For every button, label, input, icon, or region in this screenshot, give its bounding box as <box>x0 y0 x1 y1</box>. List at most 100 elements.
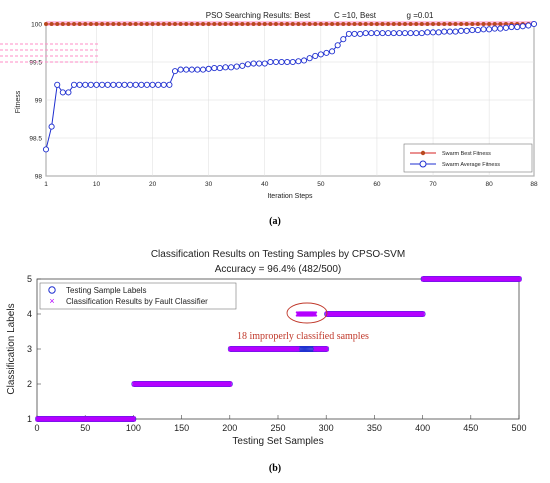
best-fitness-point <box>447 22 452 26</box>
avg-fitness-point <box>458 27 465 34</box>
avg-fitness-point <box>373 30 380 37</box>
best-fitness-point <box>161 22 166 26</box>
avg-fitness-point <box>233 63 240 70</box>
panel-a-legend: Swarm Best Fitness Swarm Average Fitness <box>403 143 533 173</box>
avg-fitness-point <box>256 60 263 67</box>
b-xtick-label-0: 0 <box>34 423 39 433</box>
avg-fitness-point <box>149 81 156 88</box>
panel-a-title-c: C =10, Best <box>334 11 377 20</box>
best-fitness-point <box>470 22 475 26</box>
b-xtick-label-450: 450 <box>463 423 478 433</box>
best-fitness-point <box>425 22 430 26</box>
panel-b-legend: Testing Sample Labels × Classification R… <box>39 282 237 310</box>
best-fitness-point <box>324 22 329 26</box>
legend-best-label: Swarm Best Fitness <box>442 151 491 157</box>
best-fitness-point <box>156 22 161 26</box>
avg-fitness-point <box>87 81 94 88</box>
best-fitness-point <box>330 22 335 26</box>
panel-b-chart: 0 50 100 150 200 250 300 350 400 450 500 1 2 3 4 5 Cla… <box>6 249 527 474</box>
best-fitness-point <box>408 22 413 26</box>
best-fitness-point <box>66 22 71 26</box>
classification-result-band <box>313 346 329 352</box>
best-fitness-point <box>178 22 183 26</box>
best-fitness-point <box>55 22 60 26</box>
avg-fitness-point <box>368 30 375 37</box>
best-fitness-point <box>167 22 172 26</box>
b-ytick-label-2: 2 <box>27 379 32 389</box>
b-xtick-label-100: 100 <box>126 423 141 433</box>
best-fitness-point <box>229 22 234 26</box>
best-fitness-point <box>217 22 222 26</box>
classification-result-band <box>296 311 317 317</box>
avg-fitness-point <box>267 58 274 66</box>
avg-fitness-point <box>390 30 397 37</box>
avg-fitness-point <box>429 29 437 36</box>
best-fitness-point <box>475 22 480 26</box>
a-ytick-label-99.5: 99.5 <box>29 60 42 67</box>
b-xtick-label-50: 50 <box>80 423 90 433</box>
avg-fitness-point <box>183 66 190 73</box>
best-fitness-point <box>459 22 464 26</box>
avg-fitness-point <box>200 66 207 73</box>
avg-fitness-point <box>155 81 162 88</box>
best-fitness-point <box>453 22 458 26</box>
misclassified-annotation: 18 improperly classified samples <box>237 331 369 342</box>
avg-fitness-point <box>491 25 498 32</box>
avg-fitness-point <box>418 30 425 37</box>
best-fitness-point <box>245 22 250 26</box>
avg-fitness-point <box>278 58 285 66</box>
b-ytick-label-5: 5 <box>27 274 32 284</box>
avg-fitness-point <box>300 57 308 64</box>
best-fitness-point <box>374 22 379 26</box>
best-fitness-point <box>436 22 441 26</box>
b-ytick-label-3: 3 <box>27 344 32 354</box>
best-fitness-point <box>268 22 273 26</box>
avg-fitness-point <box>340 36 347 43</box>
avg-fitness-point <box>357 30 364 37</box>
best-fitness-point <box>133 22 138 26</box>
avg-fitness-point <box>244 61 251 68</box>
best-fitness-point <box>285 22 290 26</box>
avg-fitness-point <box>379 30 386 37</box>
avg-fitness-point <box>239 62 246 69</box>
a-xtick-label-70: 70 <box>429 181 437 188</box>
best-fitness-point <box>307 22 312 26</box>
avg-fitness-point <box>65 89 72 96</box>
avg-fitness-point <box>317 51 324 58</box>
best-fitness-point <box>88 22 93 26</box>
avg-fitness-point <box>329 48 336 55</box>
avg-fitness-point <box>93 81 100 88</box>
avg-fitness-point <box>323 49 330 56</box>
avg-fitness-point <box>76 81 83 88</box>
panel-a-x-ticks: 1 10 20 30 40 50 60 70 80 88 <box>44 181 538 188</box>
best-fitness-point <box>201 22 206 26</box>
best-fitness-point <box>273 22 278 26</box>
best-fitness-point <box>77 22 82 26</box>
best-fitness-point <box>369 22 374 26</box>
legend-avg-label: Swarm Average Fitness <box>442 162 500 168</box>
panel-a-marks <box>0 20 538 153</box>
b-xtick-label-150: 150 <box>174 423 189 433</box>
misclassified-highlight-ellipse <box>286 302 328 324</box>
b-ytick-label-1: 1 <box>27 414 32 424</box>
classification-result-band <box>228 346 300 352</box>
avg-fitness-point <box>82 81 89 88</box>
avg-fitness-point <box>177 66 184 73</box>
classification-result-band <box>325 311 425 317</box>
avg-fitness-point <box>42 146 50 153</box>
a-ytick-label-99: 99 <box>35 98 43 105</box>
avg-fitness-point <box>250 60 257 67</box>
best-fitness-point <box>335 22 340 26</box>
best-fitness-point <box>72 22 77 26</box>
best-fitness-point <box>128 22 133 26</box>
avg-fitness-point <box>351 30 358 37</box>
a-xtick-label-50: 50 <box>317 181 325 188</box>
avg-fitness-point <box>413 30 420 37</box>
panel-b-legend-box <box>39 282 237 310</box>
best-fitness-point <box>318 22 323 26</box>
best-fitness-point <box>498 22 503 26</box>
avg-fitness-point <box>508 23 515 31</box>
best-fitness-point <box>60 22 65 26</box>
b-xtick-label-400: 400 <box>415 423 430 433</box>
avg-fitness-point <box>59 89 66 96</box>
